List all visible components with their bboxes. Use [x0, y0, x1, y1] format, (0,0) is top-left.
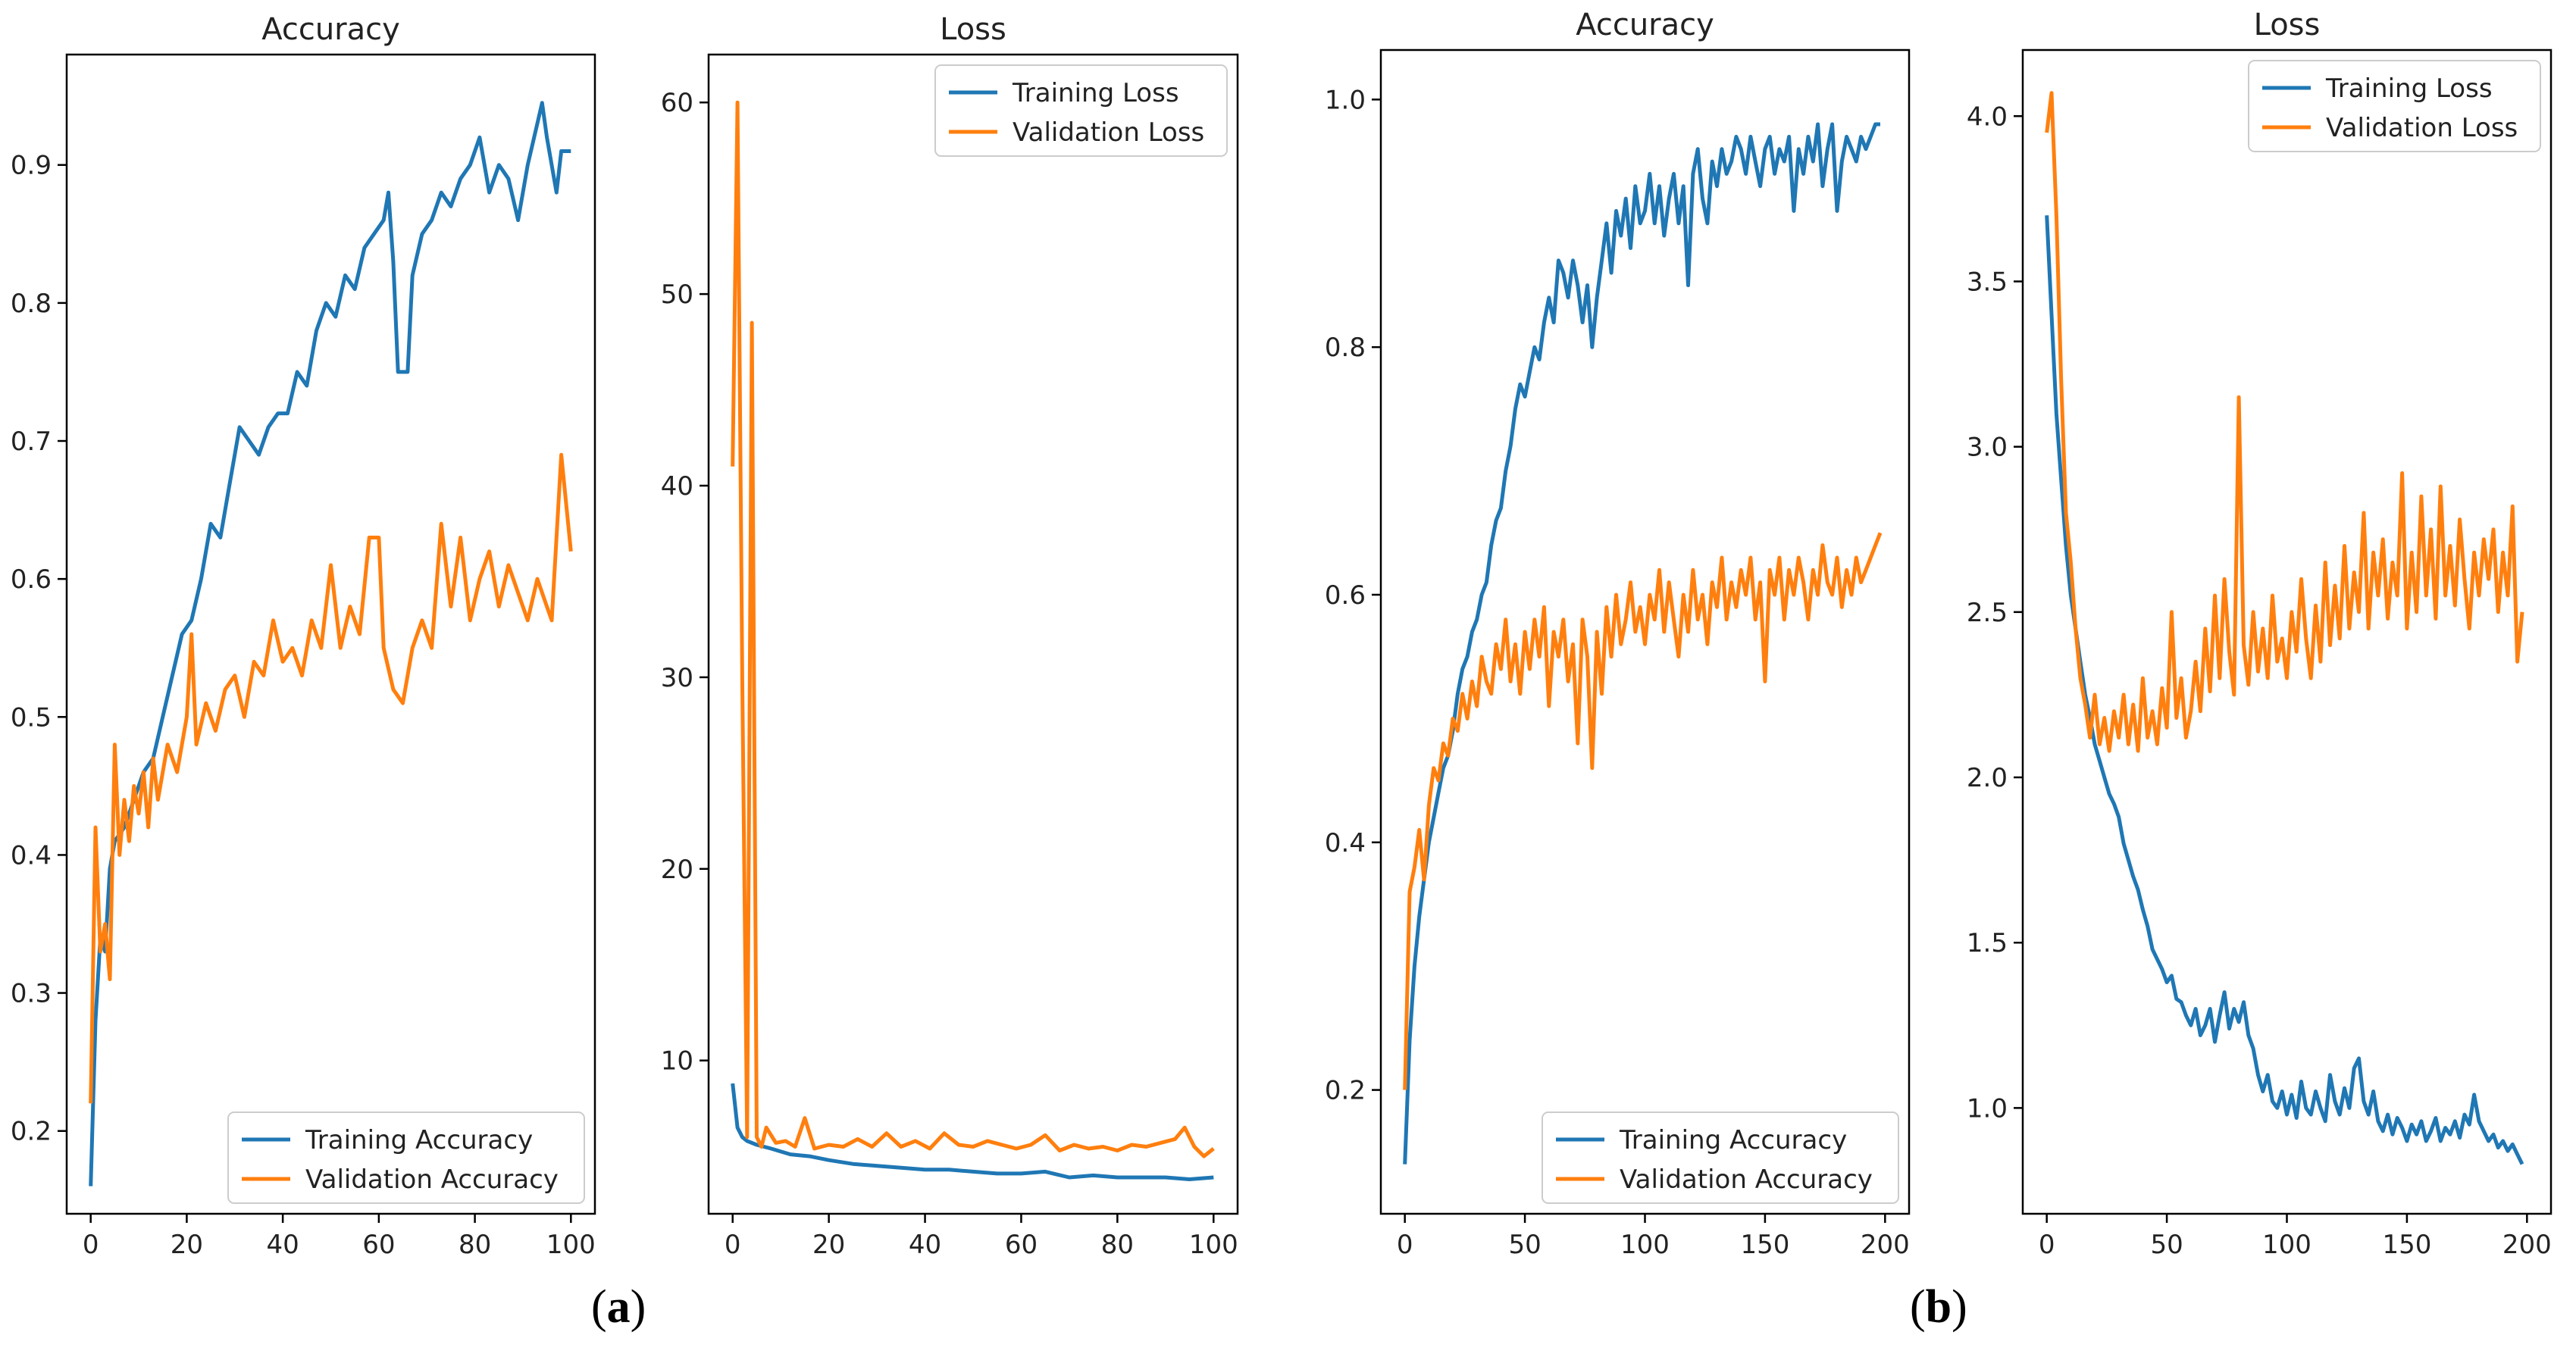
y-tick-label: 2.5	[1967, 598, 2008, 628]
chart-b-loss: Loss 0 50 100 150 200 1.0 1.5 2.0 2.5 3.0 3.5 4.0 Tra…	[1967, 8, 2553, 1260]
y-tick-label: 0.2	[1325, 1076, 1366, 1106]
legend: Training Loss Validation Loss	[934, 64, 1228, 157]
y-tick-label: 10	[661, 1046, 693, 1077]
x-tick-label: 80	[1101, 1230, 1134, 1260]
x-tick-label: 50	[1508, 1230, 1541, 1260]
x-tick-label: 60	[362, 1230, 395, 1260]
chart-a-loss: Loss 0 20 40 60 80 100 10 20 30 40 50 60 Training Los…	[661, 12, 1239, 1260]
x-tick-label: 20	[812, 1230, 845, 1260]
y-tick-label: 60	[661, 88, 693, 118]
legend-box	[227, 1111, 585, 1204]
y-tick-label: 50	[661, 280, 693, 310]
y-tick-label: 30	[661, 663, 693, 693]
y-tick-label: 0.5	[11, 702, 52, 733]
legend: Training Loss Validation Loss	[2248, 60, 2541, 152]
series-line-validation	[731, 100, 1215, 1158]
x-tick-label: 200	[2502, 1230, 2552, 1260]
x-tick-label: 100	[546, 1230, 596, 1260]
chart-title: Accuracy	[1576, 8, 1714, 42]
legend-box	[934, 64, 1228, 157]
x-tick-label: 150	[1740, 1230, 1789, 1260]
series-line-training	[89, 101, 571, 1186]
x-tick-label: 0	[725, 1230, 741, 1260]
y-tick-label: 3.0	[1967, 433, 2008, 463]
legend-label-training: Training Loss	[2325, 73, 2493, 104]
legend-label-validation: Validation Accuracy	[1620, 1165, 1873, 1195]
legend-label-training: Training Accuracy	[305, 1125, 533, 1155]
chart-title: Loss	[940, 12, 1006, 47]
x-tick-label: 150	[2382, 1230, 2431, 1260]
plot-frame	[2021, 48, 2553, 1215]
y-tick-label: 1.0	[1325, 85, 1366, 115]
y-tick-label: 2.0	[1967, 763, 2008, 793]
y-tick-label: 0.3	[11, 979, 52, 1009]
legend-box	[2248, 60, 2541, 152]
y-tick-label: 0.2	[11, 1117, 52, 1147]
x-tick-label: 200	[1861, 1230, 1910, 1260]
x-tick-label: 40	[909, 1230, 941, 1260]
legend-label-validation: Validation Loss	[1013, 117, 1204, 148]
y-tick-label: 4.0	[1967, 102, 2008, 132]
y-tick-label: 40	[661, 471, 693, 502]
y-tick-label: 0.6	[11, 564, 52, 595]
y-tick-label: 0.4	[1325, 828, 1366, 858]
legend: Training Accuracy Validation Accuracy	[1542, 1111, 1899, 1204]
series-line-training	[1403, 122, 1880, 1165]
x-tick-label: 0	[83, 1230, 99, 1260]
y-tick-label: 0.8	[11, 289, 52, 319]
x-tick-label: 100	[2262, 1230, 2312, 1260]
y-tick-label: 20	[661, 855, 693, 885]
x-tick-label: 60	[1005, 1230, 1038, 1260]
plot-frame	[707, 53, 1239, 1215]
plot-frame	[65, 53, 596, 1215]
y-tick-label: 0.9	[11, 151, 52, 181]
x-tick-label: 20	[171, 1230, 203, 1260]
legend-label-validation: Validation Accuracy	[305, 1165, 559, 1195]
x-tick-label: 0	[1397, 1230, 1413, 1260]
series-line-training	[731, 1083, 1214, 1181]
series-line-training	[2045, 215, 2524, 1165]
series-line-validation	[2045, 91, 2524, 753]
caption-a: (a)	[591, 1281, 646, 1333]
y-tick-label: 0.4	[11, 840, 52, 871]
y-tick-label: 0.8	[1325, 333, 1366, 363]
chart-b-accuracy: Accuracy 0 50 100 150 200 0.2 0.4 0.6 0.8 1.0 Train…	[1325, 8, 1911, 1260]
y-tick-label: 0.6	[1325, 580, 1366, 611]
x-tick-label: 80	[459, 1230, 491, 1260]
legend-label-training: Training Loss	[1012, 78, 1179, 108]
chart-a-accuracy: Accuracy 0 20 40 60 80 100 0.2 0.3 0.4 0.5 0.6 0.7 0.…	[11, 12, 596, 1260]
x-tick-label: 50	[2150, 1230, 2183, 1260]
x-tick-label: 0	[2039, 1230, 2055, 1260]
y-tick-label: 1.0	[1967, 1093, 2008, 1124]
legend-label-training: Training Accuracy	[1619, 1125, 1847, 1155]
x-tick-label: 100	[1189, 1230, 1238, 1260]
chart-title: Accuracy	[261, 12, 400, 47]
legend-label-validation: Validation Loss	[2326, 113, 2518, 143]
x-tick-label: 40	[267, 1230, 299, 1260]
y-tick-label: 0.7	[11, 427, 52, 457]
series-line-validation	[1403, 532, 1883, 1090]
y-tick-label: 3.5	[1967, 267, 2008, 297]
x-tick-label: 100	[1620, 1230, 1670, 1260]
y-tick-label: 1.5	[1967, 928, 2008, 958]
caption-b: (b)	[1910, 1281, 1967, 1333]
chart-title: Loss	[2254, 8, 2321, 42]
series-line-validation	[89, 452, 573, 1104]
legend-box	[1542, 1111, 1899, 1204]
legend: Training Accuracy Validation Accuracy	[227, 1111, 585, 1204]
